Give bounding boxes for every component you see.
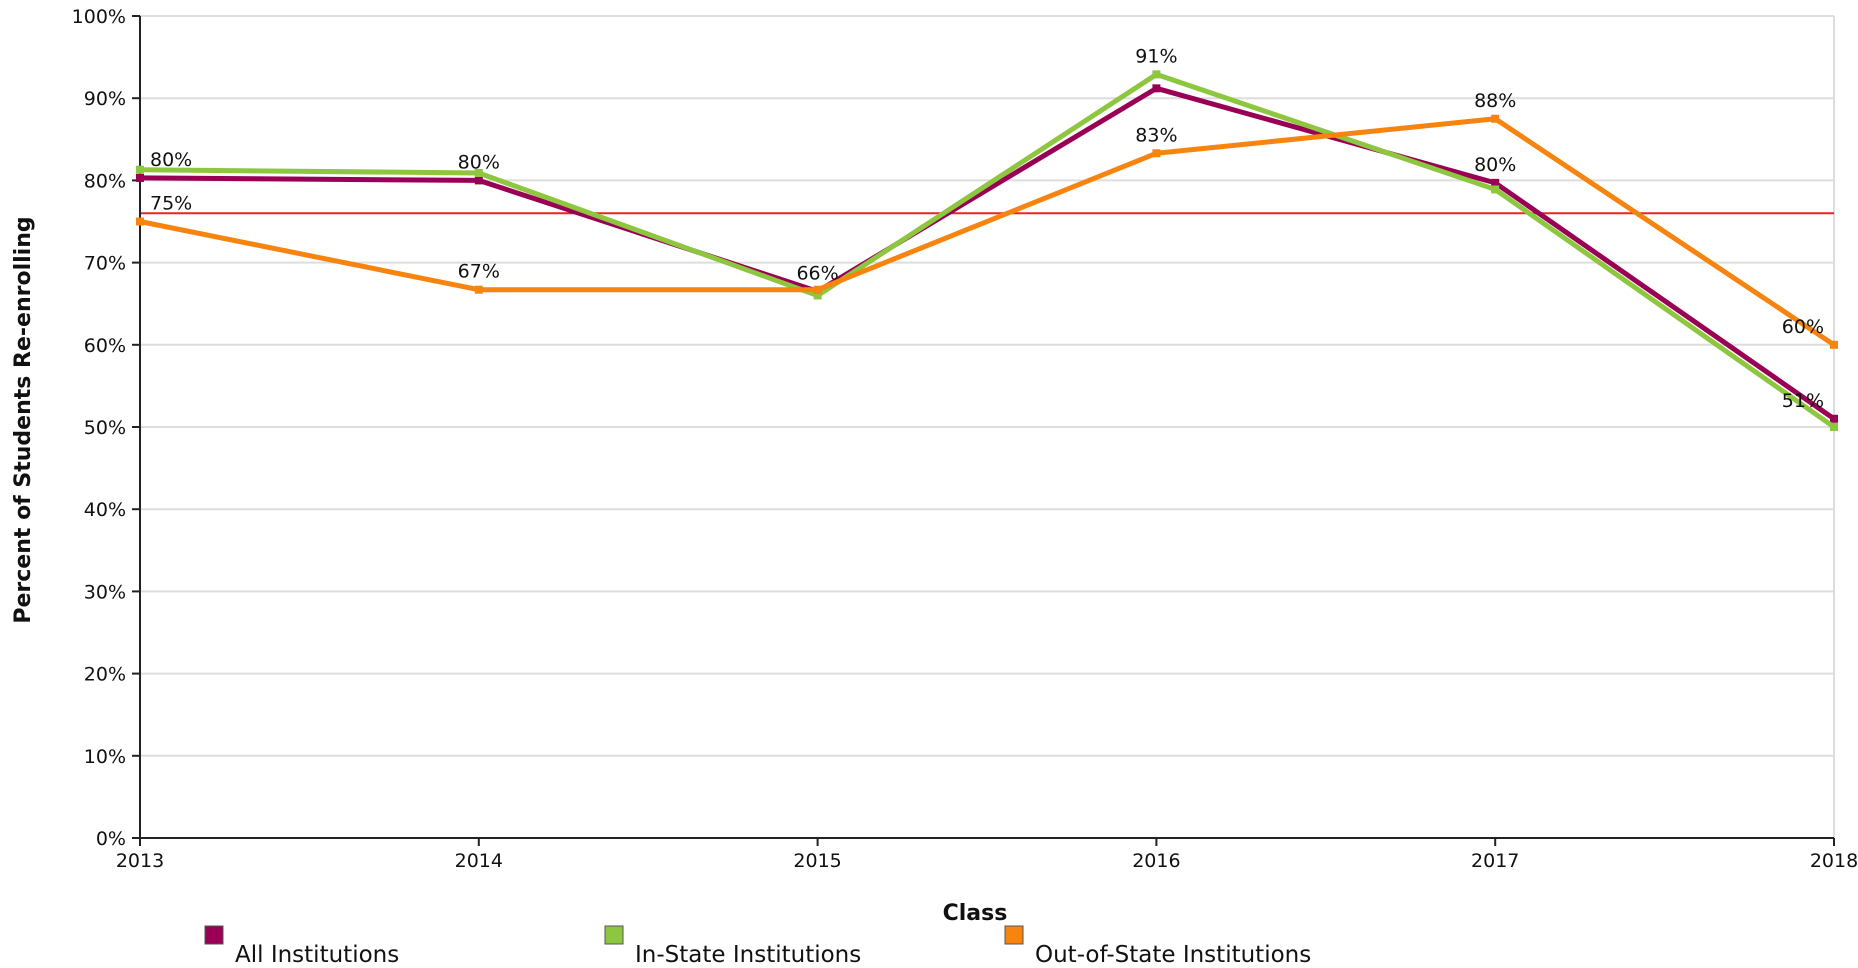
data-point — [813, 291, 822, 300]
y-tick-label: 20% — [84, 664, 126, 686]
y-tick-label: 100% — [72, 6, 126, 28]
x-tick-label: 2018 — [1810, 850, 1858, 872]
y-tick-label: 70% — [84, 253, 126, 275]
series-lines — [136, 70, 1838, 431]
data-point — [813, 285, 822, 294]
data-label: 66% — [796, 262, 838, 284]
data-point — [1152, 84, 1161, 93]
data-label: 80% — [458, 151, 500, 173]
legend-label: Out-of-State Institutions — [1035, 942, 1311, 964]
y-tick-label: 10% — [84, 746, 126, 768]
data-point — [1491, 178, 1500, 187]
legend-label: All Institutions — [235, 942, 399, 964]
data-point — [1491, 114, 1500, 123]
legend-label: In-State Institutions — [635, 942, 861, 964]
data-point — [136, 173, 144, 182]
data-label: 88% — [1474, 90, 1516, 112]
y-tick-label: 50% — [84, 417, 126, 439]
data-label: 80% — [150, 149, 192, 171]
data-label: 80% — [1474, 154, 1516, 176]
data-label: 67% — [458, 261, 500, 283]
data-point — [1830, 423, 1838, 431]
x-tick-label: 2013 — [116, 850, 164, 872]
data-point — [1152, 70, 1161, 79]
x-tick-label: 2014 — [455, 850, 503, 872]
data-label: 83% — [1135, 124, 1177, 146]
y-tick-label: 30% — [84, 581, 126, 603]
data-point — [1491, 185, 1500, 194]
x-axis-title: Class — [943, 901, 1008, 926]
y-tick-label: 0% — [96, 828, 126, 850]
data-point — [1830, 340, 1838, 349]
y-tick-label: 60% — [84, 335, 126, 357]
legend-swatch — [204, 925, 224, 945]
series-line-1 — [139, 71, 1836, 430]
data-point — [1152, 149, 1161, 158]
series-line-0 — [139, 85, 1836, 421]
y-tick-label: 80% — [84, 170, 126, 192]
data-point — [474, 176, 483, 185]
legend-swatch — [1004, 925, 1024, 945]
data-labels: 80% 75% 80% 67% 66% 91% 83% 88% 80% 60% 51% — [150, 45, 1824, 411]
series-line-2 — [139, 116, 1836, 347]
data-label: 60% — [1782, 316, 1824, 338]
data-point — [136, 165, 144, 174]
y-axis-title: Percent of Students Re-enrolling — [11, 216, 36, 623]
gridlines — [140, 15, 1835, 838]
data-point — [136, 217, 144, 226]
x-tick-label: 2015 — [793, 850, 841, 872]
data-point — [474, 285, 483, 294]
legend-swatch — [604, 925, 624, 945]
data-label: 51% — [1782, 390, 1824, 412]
y-tick-label: 90% — [84, 88, 126, 110]
y-tick-label: 40% — [84, 499, 126, 521]
x-tick-label: 2017 — [1471, 850, 1519, 872]
data-point — [1830, 414, 1838, 423]
axes: 0% 10% 20% 30% 40% 50% 60% 70% 80% 90% 100% 2013 201… — [72, 6, 1858, 872]
data-point — [474, 169, 483, 178]
data-label: 91% — [1135, 45, 1177, 67]
legend: All Institutions In-State Institutions Out… — [204, 925, 1311, 968]
x-tick-label: 2016 — [1132, 850, 1180, 872]
data-label: 75% — [150, 193, 192, 215]
